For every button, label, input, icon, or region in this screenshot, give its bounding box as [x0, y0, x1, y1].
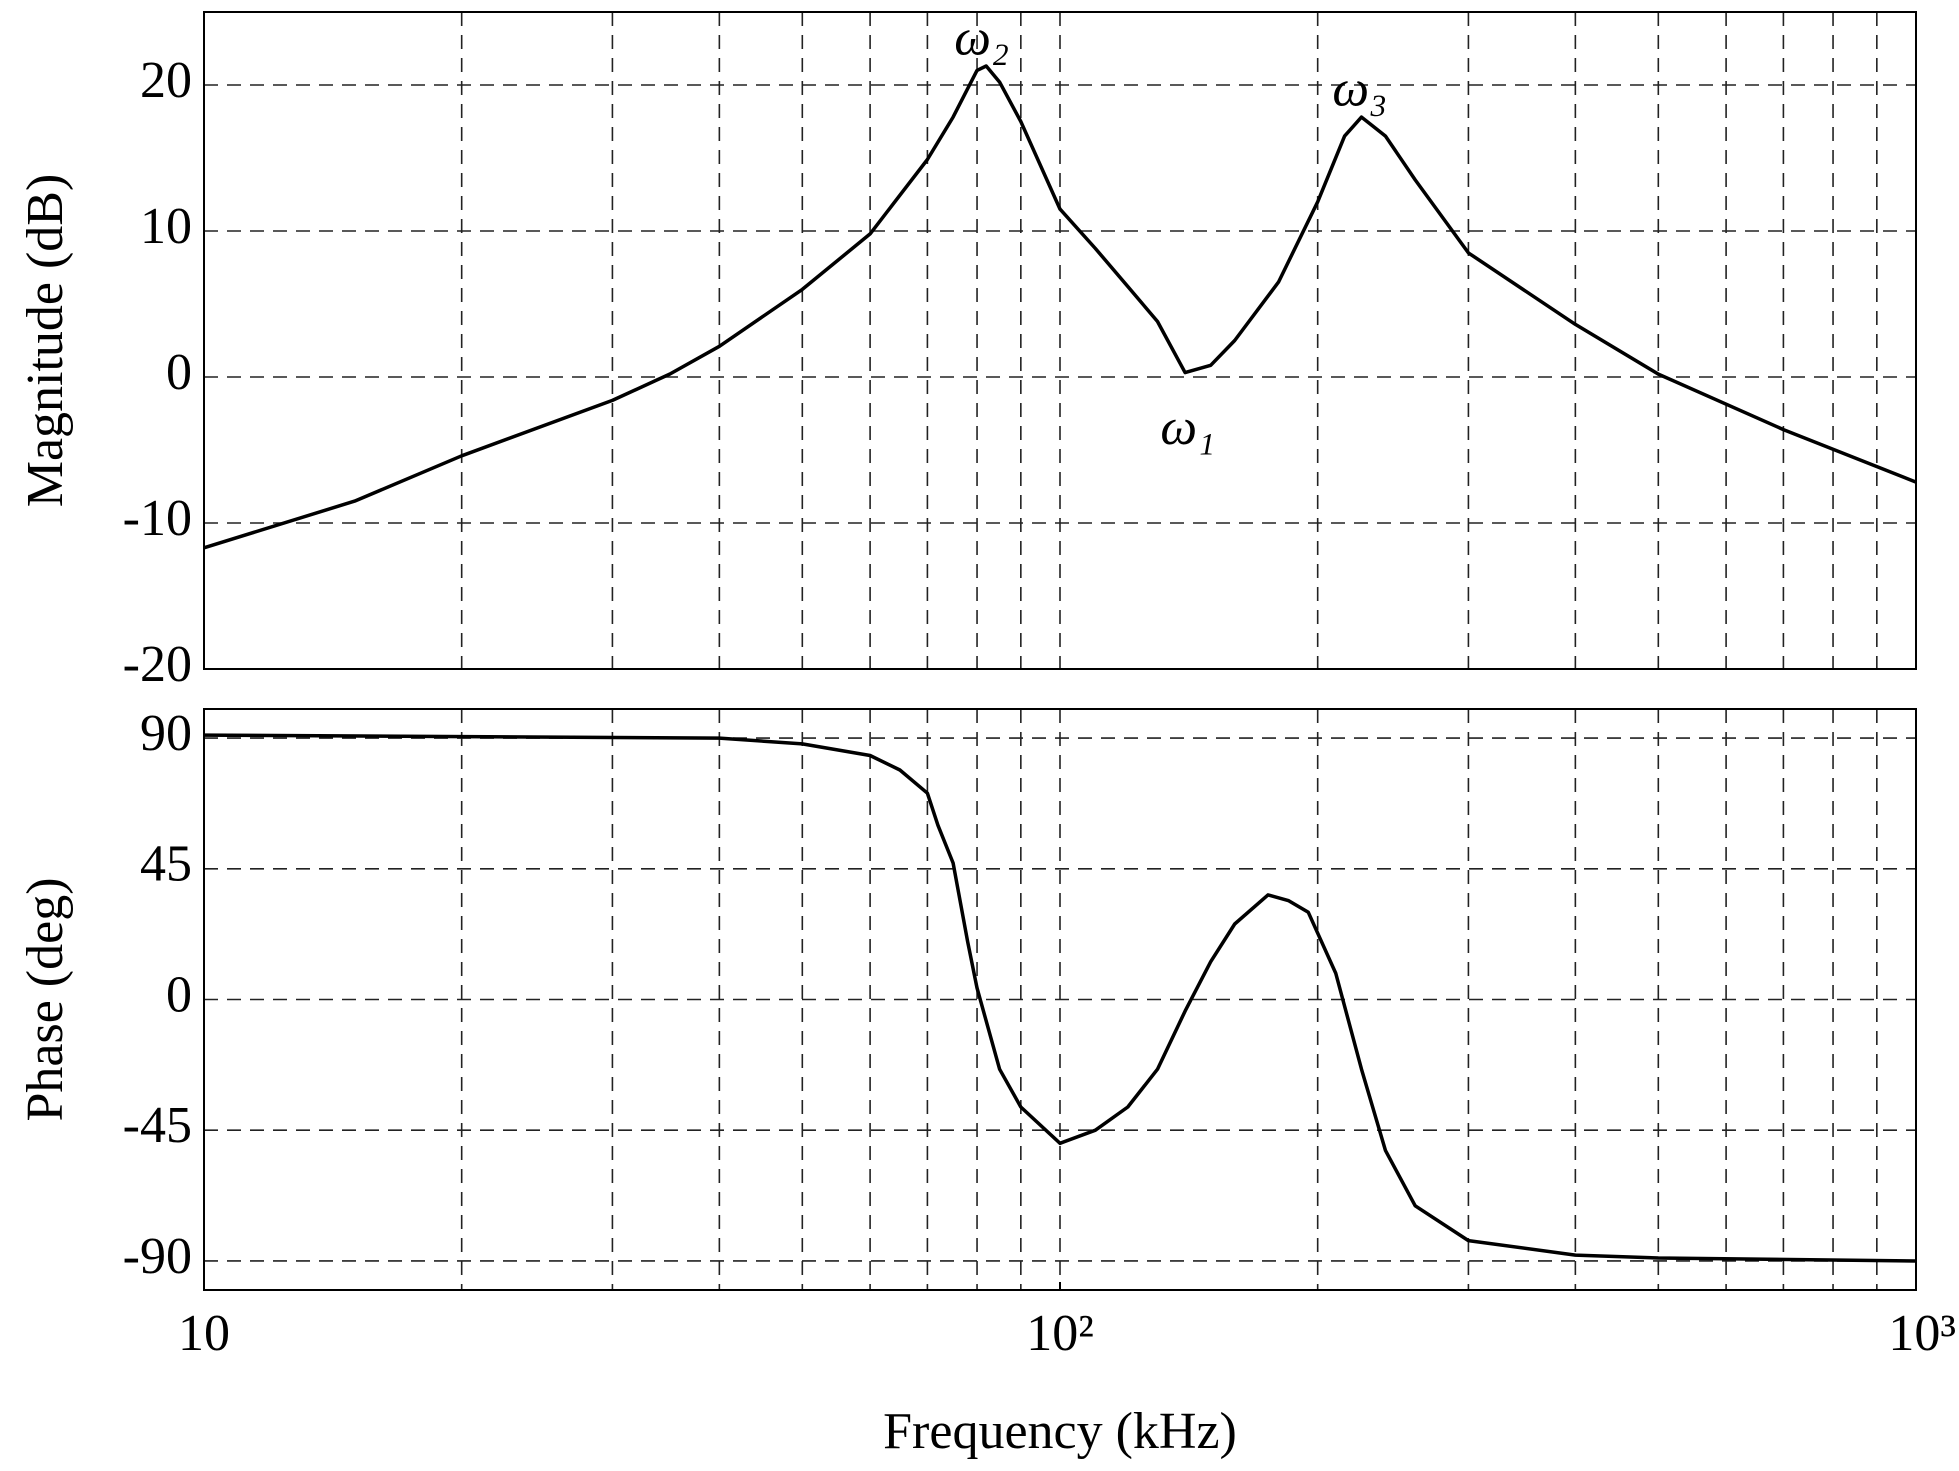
subplot: -20 -10 0 10 20 ω₂ ω₃ ω₁ Magnitude (dB)	[17, 10, 1917, 693]
y-tick-label: -20	[123, 636, 192, 693]
y-tick-label: 45	[140, 836, 192, 893]
annotation: ω₁	[1160, 399, 1215, 456]
annotation: ω₂	[954, 10, 1009, 67]
line-series	[203, 733, 1917, 1263]
subplot: -90 -45 0 45 90 10 10² 10³ Phase (deg) Frequency …	[17, 705, 1956, 1460]
y-tick-label: -10	[123, 490, 192, 547]
y-tick-label: 10	[140, 198, 192, 255]
x-tick-label: 10³	[1888, 1305, 1956, 1362]
line-series	[203, 64, 1917, 550]
y-tick-label: 20	[140, 52, 192, 109]
y-tick-label: 0	[166, 966, 192, 1023]
x-axis-label: Frequency (kHz)	[883, 1403, 1237, 1460]
x-tick-label: 10	[178, 1305, 230, 1362]
annotation: ω₃	[1332, 61, 1387, 118]
plot-frame	[203, 11, 1917, 670]
y-axis-label: Phase (deg)	[17, 877, 74, 1121]
y-tick-label: 0	[166, 344, 192, 401]
y-tick-label: -45	[123, 1097, 192, 1154]
plot-frame	[203, 708, 1917, 1291]
y-axis-label: Magnitude (dB)	[17, 174, 74, 508]
y-tick-label: 90	[140, 705, 192, 762]
x-tick-label: 10²	[1026, 1305, 1094, 1362]
y-tick-label: -90	[123, 1228, 192, 1285]
